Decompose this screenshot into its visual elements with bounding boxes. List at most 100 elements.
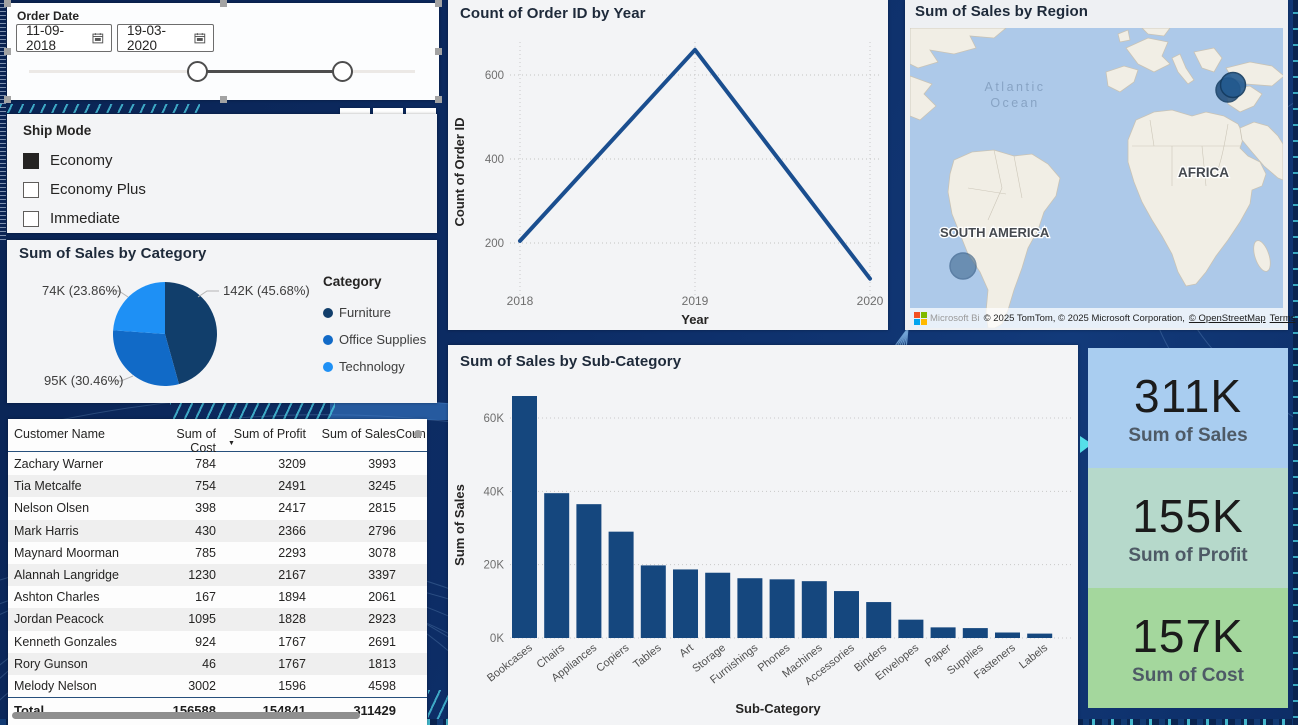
selection-handle[interactable] — [4, 48, 11, 55]
bar-paper[interactable] — [930, 627, 956, 638]
table-total-row: Total 156588 154841 311429 — [8, 697, 427, 723]
cell-value: 2417 — [278, 501, 306, 516]
pie-chart-canvas: 74K (23.86%) 142K (45.68%) 95K (30.46%) — [42, 282, 310, 388]
selection-handle[interactable] — [435, 48, 442, 55]
table-row[interactable]: Ashton Charles 167 1894 2061 — [8, 586, 427, 608]
pie-slice-furniture[interactable] — [165, 282, 218, 385]
ship-mode-option-economy-plus[interactable]: Economy Plus — [23, 181, 146, 198]
column-header-3[interactable]: Sum of Profit — [233, 427, 306, 441]
date-slider-handle-end[interactable] — [332, 61, 353, 82]
bar-supplies[interactable] — [962, 628, 988, 638]
selection-handle[interactable] — [435, 0, 442, 7]
terms-link[interactable]: Terms — [1269, 312, 1296, 324]
table-row[interactable]: Rory Gunson 46 1767 1813 — [8, 652, 427, 675]
bar-fasteners[interactable] — [995, 632, 1020, 639]
cell-customer-name: Rory Gunson — [14, 656, 88, 671]
legend-item-furniture[interactable]: Furniture — [323, 299, 426, 326]
cell-customer-name: Melody Nelson — [14, 678, 97, 693]
cell-customer-name: Zachary Warner — [14, 457, 104, 472]
bar-tables[interactable] — [640, 565, 666, 638]
ship-mode-title: Ship Mode — [23, 123, 92, 138]
column-header-2[interactable]: Sum of Cost — [176, 427, 216, 455]
map-bubble-south-america[interactable] — [949, 252, 977, 280]
date-slider-range[interactable] — [197, 70, 343, 73]
ship-mode-option-economy[interactable]: Economy — [23, 152, 113, 169]
table-row[interactable]: Melody Nelson 3002 1596 4598 — [8, 675, 427, 697]
calendar-icon — [194, 33, 206, 44]
table-header-row: Customer Name Sum of Cost Sum of Profit Sum… — [8, 419, 427, 455]
map-canvas[interactable]: Atlantic Ocean SOUTH AMERICA AFRICA — [910, 28, 1283, 328]
selection-handle[interactable] — [435, 96, 442, 103]
bar-bookcases[interactable] — [512, 395, 537, 638]
table-row[interactable]: Jordan Peacock 1095 1828 2923 — [8, 608, 427, 631]
ship-mode-option-immediate[interactable]: Immediate — [23, 210, 120, 227]
cell-customer-name: Nelson Olsen — [14, 501, 90, 516]
checkbox-checked[interactable] — [23, 152, 39, 169]
selection-handle[interactable] — [4, 0, 11, 7]
cell-value: 1095 — [188, 612, 216, 627]
kpi-card-cost: 157K Sum of Cost — [1088, 588, 1288, 708]
map-label-ocean-1: Atlantic — [985, 80, 1046, 94]
selection-handle[interactable] — [220, 0, 227, 7]
vertical-scrollbar-thumb[interactable] — [414, 430, 422, 438]
map-bubble-middle-east[interactable] — [1219, 71, 1247, 99]
legend-label: Technology — [339, 359, 405, 374]
cell-value: 3397 — [368, 568, 396, 583]
bar-phones[interactable] — [769, 579, 795, 638]
cell-value: 2061 — [368, 590, 396, 605]
bar-appliances[interactable] — [576, 504, 602, 638]
bar-copiers[interactable] — [608, 531, 634, 638]
bar-accessories[interactable] — [834, 591, 859, 638]
cell-value: 2923 — [368, 612, 396, 627]
map-title: Sum of Sales by Region — [915, 3, 1089, 20]
attribution-text: © 2025 TomTom, © 2025 Microsoft Corporat… — [983, 312, 1185, 324]
order-date-slicer: Order Date 11-09-2018 19-03-2020 — [4, 0, 442, 103]
callout-line — [197, 290, 219, 298]
selection-handle[interactable] — [4, 96, 11, 103]
column-header-1[interactable]: Customer Name — [14, 427, 105, 441]
pie-slice-technology[interactable] — [113, 282, 165, 334]
bar-envelopes[interactable] — [898, 619, 924, 638]
table-row[interactable]: Zachary Warner 784 3209 3993 — [8, 453, 427, 475]
x-axis-title: Sub-Category — [735, 701, 821, 716]
date-slider-handle-start[interactable] — [187, 61, 208, 82]
end-date-input[interactable]: 19-03-2020 — [117, 23, 214, 53]
bar-labels[interactable] — [1027, 633, 1053, 638]
bar-furnishings[interactable] — [737, 578, 763, 638]
table-visual: Customer Name Sum of Cost Sum of Profit Sum… — [8, 419, 427, 725]
table-row[interactable]: Maynard Moorman 785 2293 3078 — [8, 542, 427, 564]
cell-value: 2815 — [368, 501, 396, 516]
sort-descending-icon: ▼ — [228, 440, 235, 447]
bar-chairs[interactable] — [544, 493, 570, 638]
legend-item-technology[interactable]: Technology — [323, 353, 426, 380]
openstreetmap-link[interactable]: © OpenStreetMap — [1188, 312, 1266, 324]
checkbox-unchecked[interactable] — [23, 210, 39, 227]
cell-value: 924 — [195, 634, 216, 649]
cell-customer-name: Jordan Peacock — [14, 612, 104, 627]
bar-chart-visual: Sum of Sales by Sub-Category 0K 20K 40K 60K… — [448, 345, 1078, 725]
column-header-4[interactable]: Sum of Sales — [321, 427, 396, 441]
bar-art[interactable] — [673, 569, 698, 638]
checkbox-unchecked[interactable] — [23, 181, 39, 198]
selection-handle[interactable] — [220, 96, 227, 103]
bar-chart-title: Sum of Sales by Sub-Category — [460, 353, 682, 370]
line-chart-canvas: 200 400 600 2018 2019 2020 Year Count of Order … — [452, 42, 884, 327]
table-row[interactable]: Kenneth Gonzales 924 1767 2691 — [8, 631, 427, 653]
table-row[interactable]: Nelson Olsen 398 2417 2815 — [8, 497, 427, 519]
cell-value: 2167 — [278, 568, 306, 583]
cell-value: 3209 — [278, 457, 306, 472]
legend-item-office-supplies[interactable]: Office Supplies — [323, 326, 426, 353]
column-header-5[interactable]: Coun — [396, 427, 426, 441]
bar-binders[interactable] — [866, 602, 892, 638]
table-row[interactable]: Alannah Langridge 1230 2167 3397 — [8, 563, 427, 587]
bar-storage[interactable] — [705, 572, 731, 638]
x-tick-label: 2019 — [682, 294, 709, 308]
pie-legend: Category Furniture Office Supplies Technol… — [323, 274, 426, 380]
pie-slice-office-supplies[interactable] — [112, 330, 179, 386]
table-row[interactable]: Tia Metcalfe 754 2491 3245 — [8, 475, 427, 498]
bar-machines[interactable] — [801, 581, 827, 638]
horizontal-scrollbar[interactable] — [12, 712, 360, 719]
line-series[interactable] — [518, 47, 872, 281]
start-date-input[interactable]: 11-09-2018 — [16, 23, 112, 53]
table-row[interactable]: Mark Harris 430 2366 2796 — [8, 519, 427, 542]
